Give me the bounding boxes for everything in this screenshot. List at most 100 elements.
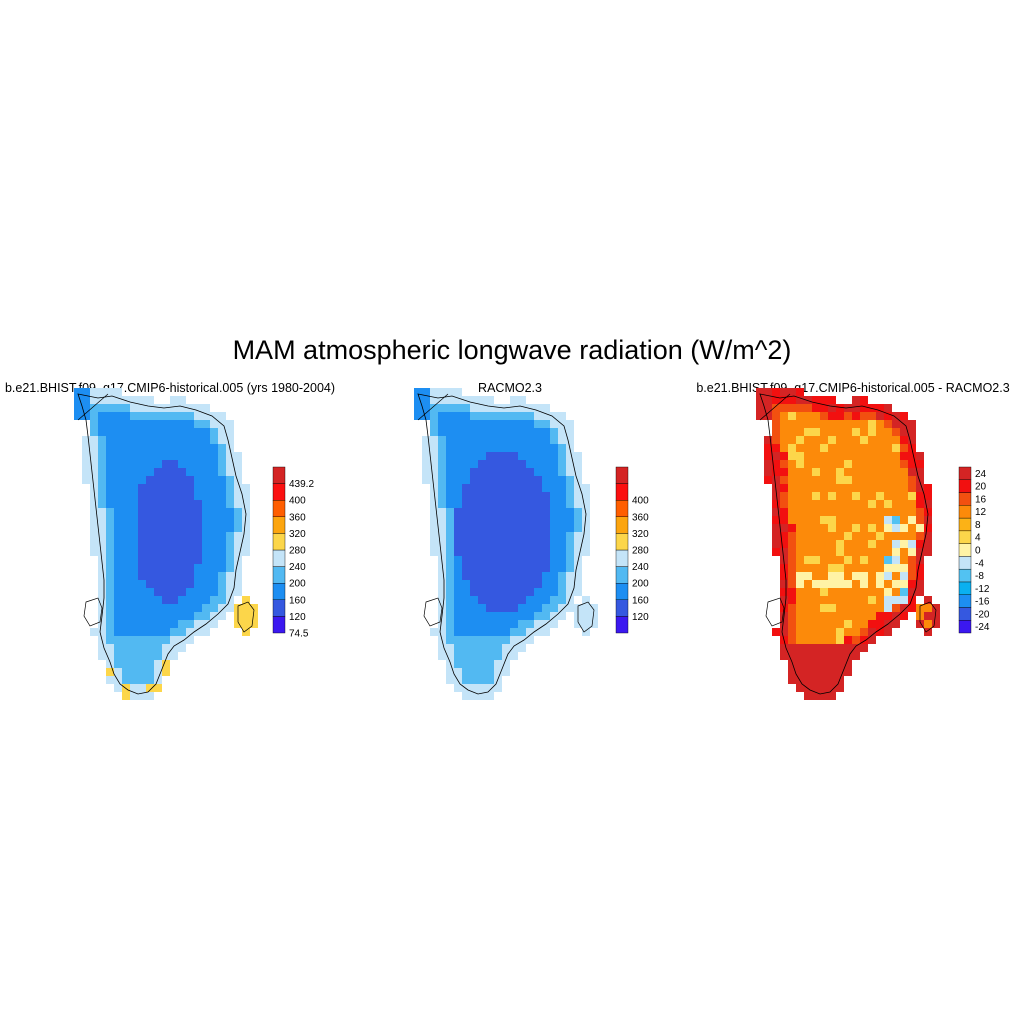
map-grid-cell bbox=[130, 412, 138, 420]
map-grid-cell bbox=[98, 596, 106, 604]
map-grid-cell bbox=[836, 460, 844, 468]
map-grid-cell bbox=[796, 540, 804, 548]
map-grid-cell bbox=[510, 396, 518, 404]
colorbar-label: 280 bbox=[289, 546, 306, 557]
map-grid-cell bbox=[812, 548, 820, 556]
map-grid-cell bbox=[868, 556, 876, 564]
map-grid-cell bbox=[844, 516, 852, 524]
map-grid-cell bbox=[210, 532, 218, 540]
map-grid-cell bbox=[892, 516, 900, 524]
map-grid-cell bbox=[82, 404, 90, 412]
map-grid-cell bbox=[820, 396, 828, 404]
map-grid-cell bbox=[534, 588, 542, 596]
map-grid-cell bbox=[558, 412, 566, 420]
map-grid-cell bbox=[478, 564, 486, 572]
map-grid-cell bbox=[558, 588, 566, 596]
map-grid-cell bbox=[566, 460, 574, 468]
map-grid-cell bbox=[178, 620, 186, 628]
map-grid-cell bbox=[218, 444, 226, 452]
map-grid-cell bbox=[106, 444, 114, 452]
map-grid-cell bbox=[812, 652, 820, 660]
map-grid-cell bbox=[486, 548, 494, 556]
map-grid-cell bbox=[98, 484, 106, 492]
map-grid-cell bbox=[146, 556, 154, 564]
map-grid-cell bbox=[114, 420, 122, 428]
map-grid-cell bbox=[844, 532, 852, 540]
map-grid-cell bbox=[446, 676, 454, 684]
map-grid-cell bbox=[852, 628, 860, 636]
map-grid-cell bbox=[924, 548, 932, 556]
map-grid-cell bbox=[836, 452, 844, 460]
map-grid-cell bbox=[510, 516, 518, 524]
map-grid-cell bbox=[828, 548, 836, 556]
map-grid-cell bbox=[764, 452, 772, 460]
map-grid-cell bbox=[470, 628, 478, 636]
map-grid-cell bbox=[836, 492, 844, 500]
map-grid-cell bbox=[122, 532, 130, 540]
map-grid-cell bbox=[836, 540, 844, 548]
map-grid-cell bbox=[226, 452, 234, 460]
map-grid-cell bbox=[202, 460, 210, 468]
map-grid-cell bbox=[876, 492, 884, 500]
map-grid-cell bbox=[796, 564, 804, 572]
map-grid-cell bbox=[234, 500, 242, 508]
map-grid-cell bbox=[138, 460, 146, 468]
map-grid-cell bbox=[900, 468, 908, 476]
map-grid-cell bbox=[518, 580, 526, 588]
map-grid-cell bbox=[210, 436, 218, 444]
map-grid-cell bbox=[852, 524, 860, 532]
colorbar-swatch bbox=[958, 530, 972, 544]
map-grid-cell bbox=[122, 404, 130, 412]
map-grid-cell bbox=[218, 572, 226, 580]
map-grid-cell bbox=[106, 420, 114, 428]
map-grid-cell bbox=[788, 428, 796, 436]
map-grid-cell bbox=[876, 476, 884, 484]
map-grid-cell bbox=[114, 596, 122, 604]
map-grid-cell bbox=[186, 532, 194, 540]
map-grid-cell bbox=[130, 652, 138, 660]
map-grid-cell bbox=[526, 484, 534, 492]
map-grid-cell bbox=[820, 492, 828, 500]
map-grid-cell bbox=[526, 540, 534, 548]
map-grid-cell bbox=[868, 524, 876, 532]
map-grid-cell bbox=[772, 388, 780, 396]
map-grid-cell bbox=[462, 500, 470, 508]
map-grid-cell bbox=[582, 540, 590, 548]
map-grid-cell bbox=[884, 548, 892, 556]
map-grid-cell bbox=[114, 684, 122, 692]
map-grid-cell bbox=[510, 428, 518, 436]
map-grid-cell bbox=[828, 516, 836, 524]
map-grid-cell bbox=[526, 476, 534, 484]
map-grid-cell bbox=[186, 620, 194, 628]
map-grid-cell bbox=[804, 548, 812, 556]
map-grid-cell bbox=[438, 572, 446, 580]
map-grid-cell bbox=[860, 396, 868, 404]
map-grid-cell bbox=[868, 628, 876, 636]
map-grid-cell bbox=[932, 604, 940, 612]
map-grid-cell bbox=[146, 548, 154, 556]
map-grid-cell bbox=[550, 556, 558, 564]
map-grid-cell bbox=[178, 604, 186, 612]
map-grid-cell bbox=[550, 508, 558, 516]
map-grid-cell bbox=[534, 476, 542, 484]
map-grid-cell bbox=[98, 412, 106, 420]
map-grid-cell bbox=[550, 484, 558, 492]
map-grid-cell bbox=[852, 500, 860, 508]
map-grid-cell bbox=[796, 636, 804, 644]
map-grid-cell bbox=[138, 508, 146, 516]
map-grid-cell bbox=[122, 636, 130, 644]
map-grid-cell bbox=[916, 452, 924, 460]
map-grid-cell bbox=[788, 572, 796, 580]
map-grid-cell bbox=[106, 620, 114, 628]
map-grid-cell bbox=[900, 492, 908, 500]
map-grid-cell bbox=[98, 540, 106, 548]
map-grid-cell bbox=[796, 388, 804, 396]
map-grid-cell bbox=[486, 628, 494, 636]
map-grid-cell bbox=[242, 484, 250, 492]
map-grid-cell bbox=[518, 532, 526, 540]
map-grid-cell bbox=[106, 404, 114, 412]
map-grid-cell bbox=[170, 428, 178, 436]
map-grid-cell bbox=[844, 460, 852, 468]
map-grid-cell bbox=[210, 420, 218, 428]
map-grid-cell bbox=[892, 452, 900, 460]
